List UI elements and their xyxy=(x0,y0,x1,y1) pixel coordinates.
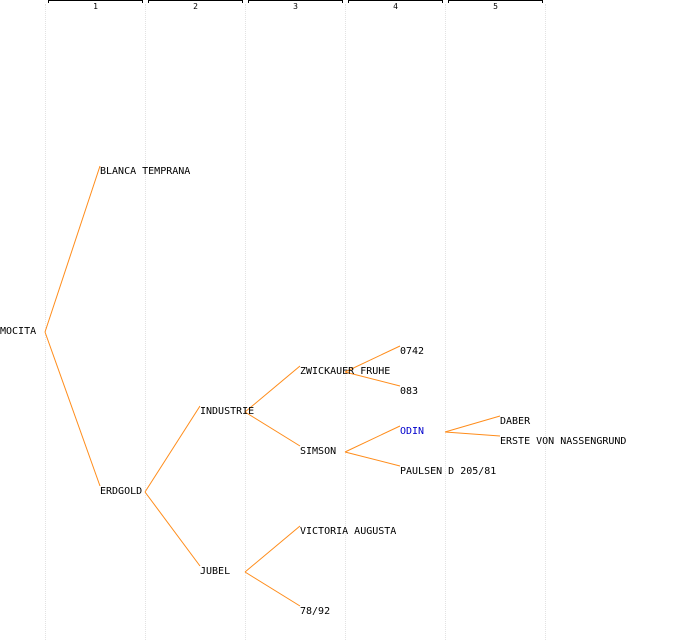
pedigree-node[interactable]: BLANCA TEMPRANA xyxy=(100,166,191,177)
generation-bracket xyxy=(348,0,443,3)
pedigree-node[interactable]: PAULSEN D 205/81 xyxy=(400,466,497,477)
pedigree-link xyxy=(144,491,201,567)
column-guide-line xyxy=(445,4,446,640)
pedigree-node[interactable]: 083 xyxy=(400,386,419,397)
generation-label: 4 xyxy=(393,2,398,11)
pedigree-node[interactable]: DABER xyxy=(500,416,531,427)
generation-bracket xyxy=(248,0,343,3)
pedigree-node[interactable]: INDUSTRIE xyxy=(200,406,255,417)
pedigree-node[interactable]: ERDGOLD xyxy=(100,486,143,497)
generation-label: 3 xyxy=(293,2,298,11)
generation-label: 5 xyxy=(493,2,498,11)
column-guide-line xyxy=(345,4,346,640)
pedigree-link xyxy=(244,365,301,413)
pedigree-link xyxy=(344,371,401,387)
pedigree-node[interactable]: ODIN xyxy=(400,426,425,437)
generation-label: 2 xyxy=(193,2,198,11)
pedigree-node[interactable]: ZWICKAUER FRUHE xyxy=(300,366,391,377)
pedigree-link xyxy=(244,525,301,573)
pedigree-link xyxy=(44,331,101,487)
pedigree-link xyxy=(44,165,101,333)
column-guide-line xyxy=(245,4,246,640)
pedigree-node[interactable]: 78/92 xyxy=(300,606,331,617)
pedigree-link xyxy=(444,415,501,433)
pedigree-link xyxy=(144,405,201,493)
generation-bracket xyxy=(48,0,143,3)
pedigree-link xyxy=(244,411,301,447)
column-guide-line xyxy=(545,4,546,640)
pedigree-link xyxy=(444,431,501,437)
generation-bracket xyxy=(148,0,243,3)
generation-bracket xyxy=(448,0,543,3)
column-guide-line xyxy=(145,4,146,640)
pedigree-link xyxy=(344,425,401,453)
generation-label: 1 xyxy=(93,2,98,11)
pedigree-node[interactable]: VICTORIA AUGUSTA xyxy=(300,526,397,537)
pedigree-node[interactable]: SIMSON xyxy=(300,446,337,457)
pedigree-link xyxy=(244,571,301,607)
pedigree-link xyxy=(344,451,401,467)
pedigree-node[interactable]: ERSTE VON NASSENGRUND xyxy=(500,436,627,447)
pedigree-link xyxy=(344,345,401,373)
column-guide-line xyxy=(45,4,46,640)
pedigree-node[interactable]: MOCITA xyxy=(0,326,37,337)
pedigree-node[interactable]: 0742 xyxy=(400,346,425,357)
pedigree-node[interactable]: JUBEL xyxy=(200,566,231,577)
